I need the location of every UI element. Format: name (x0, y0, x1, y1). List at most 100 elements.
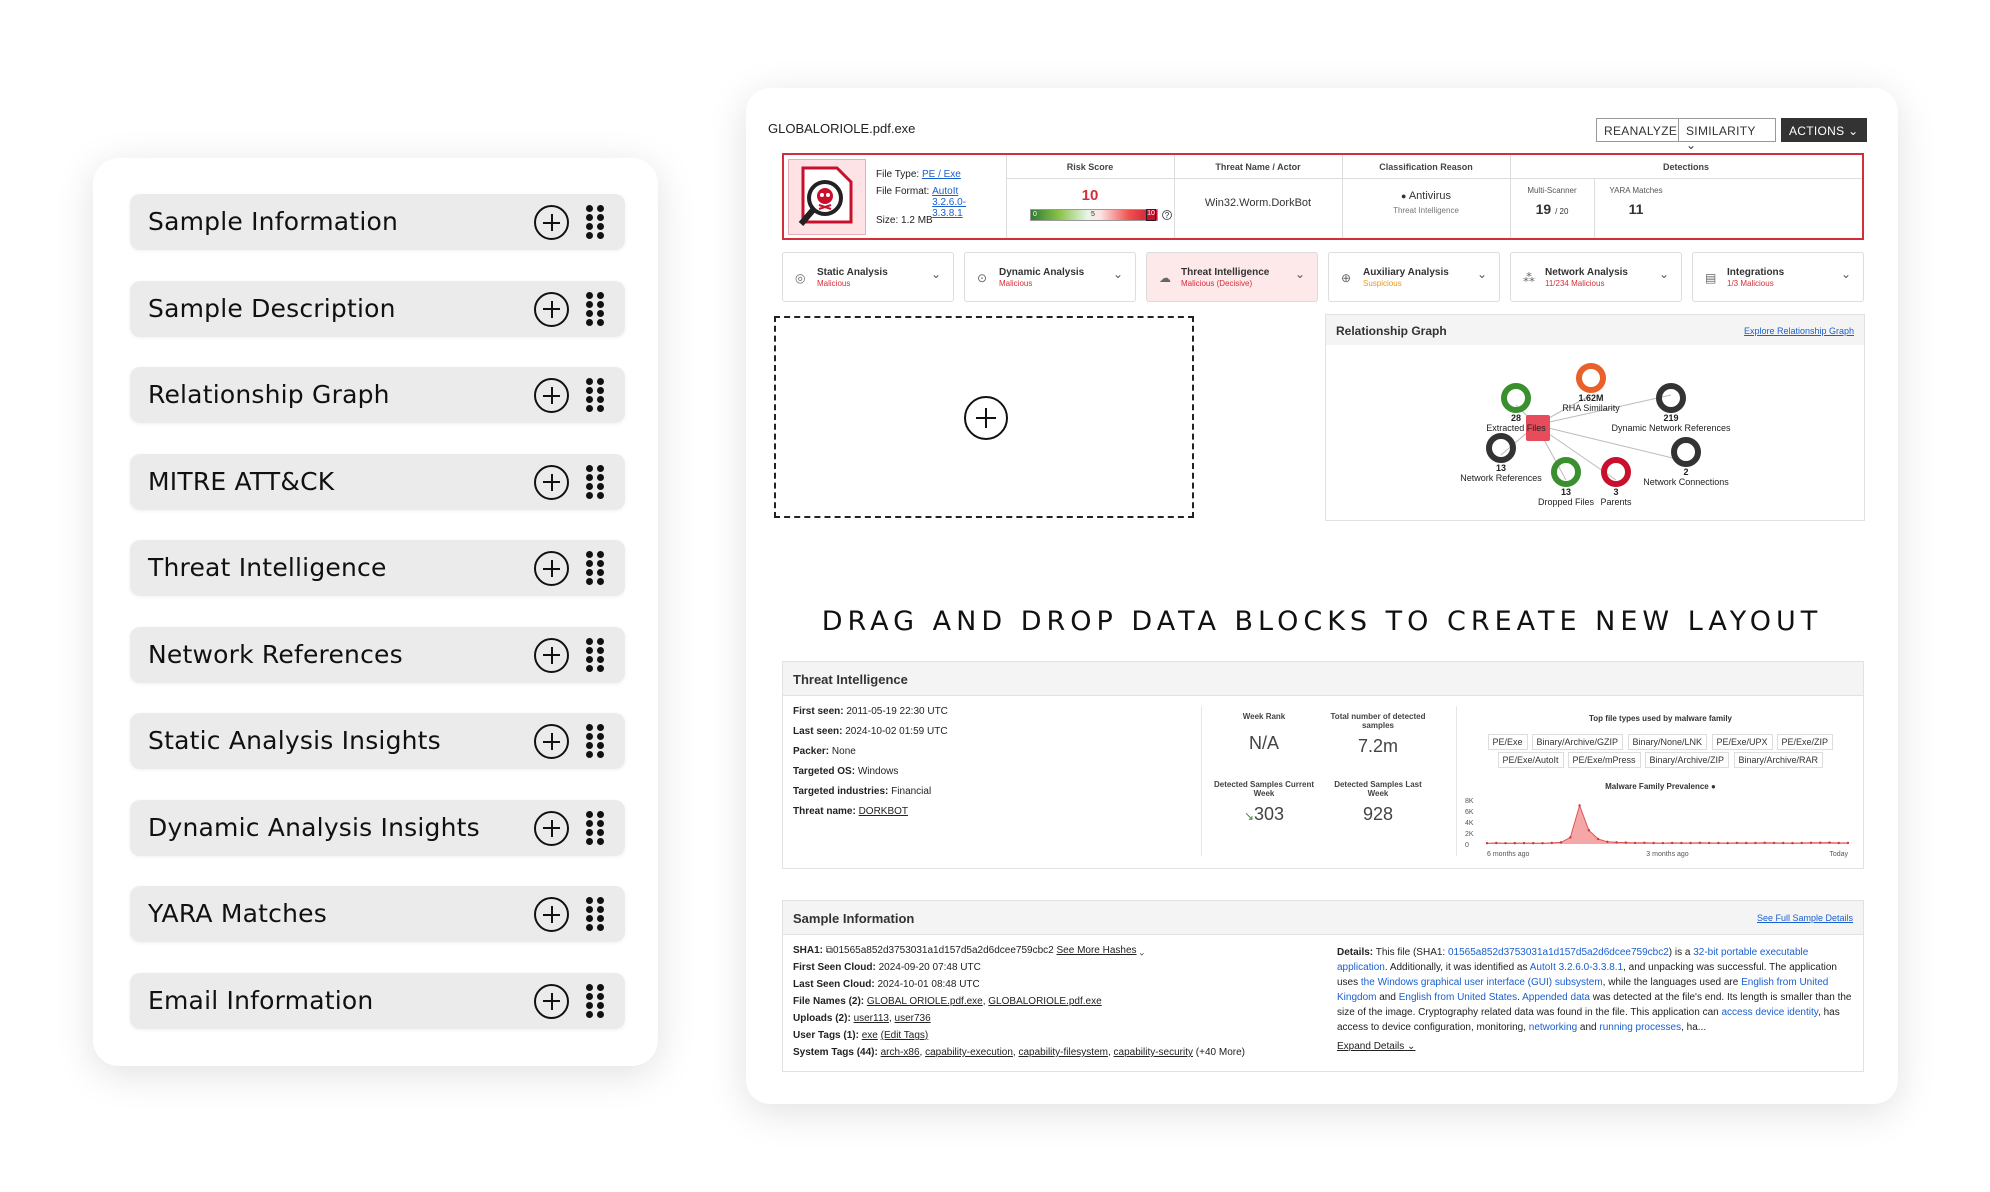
drag-handle-icon[interactable] (586, 810, 608, 845)
drag-handle-icon[interactable] (586, 983, 608, 1018)
drop-zone[interactable] (774, 316, 1194, 518)
details-link[interactable]: 01565a852d3753031a1d157d5a2d6dcee759cbc2 (1447, 947, 1669, 958)
drag-handle-icon[interactable] (586, 637, 608, 672)
analysis-card[interactable]: ▤ Integrations 1/3 Malicious ⌄ (1692, 252, 1864, 302)
details-segment: . (1517, 992, 1523, 1003)
graph-node[interactable] (1486, 433, 1516, 463)
data-point (1661, 841, 1665, 845)
x-tick-label: 6 months ago (1487, 851, 1530, 858)
details-link[interactable]: Appended data (1522, 992, 1590, 1003)
add-icon[interactable] (534, 810, 569, 846)
drag-handle-icon[interactable] (586, 291, 608, 326)
analysis-card[interactable]: ⊕ Auxiliary Analysis Suspicious ⌄ (1328, 252, 1500, 302)
palette-block[interactable]: Dynamic Analysis Insights (130, 799, 625, 856)
details-link[interactable]: running processes (1599, 1022, 1682, 1033)
palette-block-label: Email Information (148, 985, 374, 1015)
details-link[interactable]: 32-bit portable executable application (1337, 947, 1809, 973)
graph-node[interactable] (1656, 383, 1686, 413)
add-icon[interactable] (534, 205, 569, 240)
data-point (1670, 841, 1674, 845)
explore-graph-link[interactable]: Explore Relationship Graph (1743, 326, 1854, 336)
y-tick-label: 6K (1465, 809, 1474, 816)
graph-node[interactable] (1601, 457, 1631, 487)
system-tag-link[interactable]: capability-filesystem (1018, 1047, 1108, 1058)
risk-bar-mid: 5 (1091, 211, 1095, 218)
graph-node[interactable] (1576, 363, 1606, 393)
palette-block[interactable]: YARA Matches (130, 886, 625, 942)
drag-handle-icon[interactable] (586, 724, 608, 758)
total-samples-label: Total number of detected samples (1330, 712, 1426, 730)
add-icon[interactable] (534, 724, 569, 759)
add-block-icon[interactable] (964, 396, 1008, 440)
multi-scanner-label: Multi-Scanner (1527, 186, 1577, 195)
upload-link[interactable]: user736 (894, 1013, 931, 1024)
drag-handle-icon[interactable] (586, 378, 608, 412)
add-icon[interactable] (534, 291, 569, 327)
more-tags[interactable]: (+40 More) (1195, 1047, 1245, 1058)
user-tag-link[interactable]: exe (861, 1030, 878, 1041)
graph-node[interactable] (1501, 383, 1531, 413)
analysis-card[interactable]: ⁂ Network Analysis 11/234 Malicious ⌄ (1510, 252, 1682, 302)
help-icon[interactable]: ? (1162, 210, 1172, 220)
first-cloud-value: 2024-09-20 07:48 UTC (878, 962, 981, 973)
drag-handle-icon[interactable] (586, 897, 608, 931)
expand-details-link[interactable]: Expand Details ⌄ (1337, 1041, 1415, 1052)
copy-icon[interactable]: ⧉ (825, 945, 833, 956)
system-tag-link[interactable]: capability-security (1113, 1047, 1194, 1058)
add-icon[interactable] (534, 378, 569, 413)
details-link[interactable]: English from United Kingdom (1337, 977, 1829, 1003)
add-icon[interactable] (534, 897, 569, 932)
file-name-link[interactable]: GLOBALORIOLE.pdf.exe (988, 996, 1102, 1007)
drag-handle-icon[interactable] (586, 205, 608, 239)
palette-block[interactable]: Threat Intelligence (130, 540, 625, 596)
analysis-icon: ⊕ (1341, 271, 1352, 285)
actions-button[interactable]: ACTIONS ⌄ (1781, 118, 1867, 142)
palette-block[interactable]: Network References (130, 626, 625, 683)
last-week-stat: Detected Samples Last Week 928 (1323, 780, 1433, 825)
analysis-card-status: Malicious (999, 279, 1033, 288)
upload-link[interactable]: user113 (853, 1013, 889, 1024)
palette-block[interactable]: Sample Information (130, 194, 625, 250)
palette-block[interactable]: Email Information (130, 972, 625, 1029)
graph-node[interactable] (1551, 457, 1581, 487)
edit-tags-link[interactable]: (Edit Tags) (880, 1030, 929, 1041)
system-tag-link[interactable]: capability-execution (925, 1047, 1013, 1058)
threat-name-link[interactable]: DORKBOT (858, 806, 909, 817)
info-icon[interactable]: ● (1711, 782, 1716, 791)
details-link[interactable]: access device identity (1721, 1007, 1819, 1018)
add-icon[interactable] (534, 464, 569, 500)
file-format-link[interactable]: AutoIt 3.2.6.0-3.3.8.1 (932, 186, 967, 219)
details-link[interactable]: the Windows graphical user interface (GU… (1360, 977, 1603, 988)
similarity-button[interactable]: SIMILARITY ⌄ (1678, 118, 1776, 152)
add-icon[interactable] (534, 551, 569, 586)
palette-block-label: Sample Information (148, 207, 398, 236)
file-name-link[interactable]: GLOBAL ORIOLE.pdf.exe (866, 996, 983, 1007)
graph-node[interactable] (1671, 437, 1701, 467)
analysis-card-title: Dynamic Analysis (999, 267, 1085, 278)
palette-block[interactable]: Sample Description (130, 280, 625, 337)
details-link[interactable]: AutoIt 3.2.6.0-3.3.8.1 (1529, 962, 1624, 973)
palette-block[interactable]: Relationship Graph (130, 367, 625, 423)
chevron-down-icon: ⌄ (1840, 267, 1851, 281)
reanalyze-button[interactable]: REANALYZE (1596, 118, 1686, 142)
add-icon[interactable] (534, 983, 569, 1019)
add-icon[interactable] (534, 637, 569, 673)
system-tag-link[interactable]: arch-x86 (880, 1047, 920, 1058)
details-link[interactable]: networking (1528, 1022, 1578, 1033)
full-details-link[interactable]: See Full Sample Details (1756, 913, 1853, 923)
details-link[interactable]: English from United States (1398, 992, 1518, 1003)
analysis-card[interactable]: ⊙ Dynamic Analysis Malicious ⌄ (964, 252, 1136, 302)
drag-handle-icon[interactable] (586, 464, 608, 499)
more-hashes-link[interactable]: See More Hashes (1056, 945, 1137, 956)
y-tick-label: 4K (1465, 820, 1474, 827)
palette-block[interactable]: MITRE ATT&CK (130, 453, 625, 510)
details-segment: , ha... (1681, 1022, 1707, 1033)
analysis-card[interactable]: ◎ Static Analysis Malicious ⌄ (782, 252, 954, 302)
drag-handle-icon[interactable] (586, 551, 608, 585)
data-point (1532, 841, 1535, 845)
analysis-card[interactable]: ☁ Threat Intelligence Malicious (Decisive)… (1146, 252, 1318, 302)
center-file-icon (1526, 415, 1550, 441)
graph-node-name: Network Connections (1643, 477, 1729, 487)
palette-block[interactable]: Static Analysis Insights (130, 713, 625, 769)
file-type-link[interactable]: PE / Exe (921, 169, 961, 180)
